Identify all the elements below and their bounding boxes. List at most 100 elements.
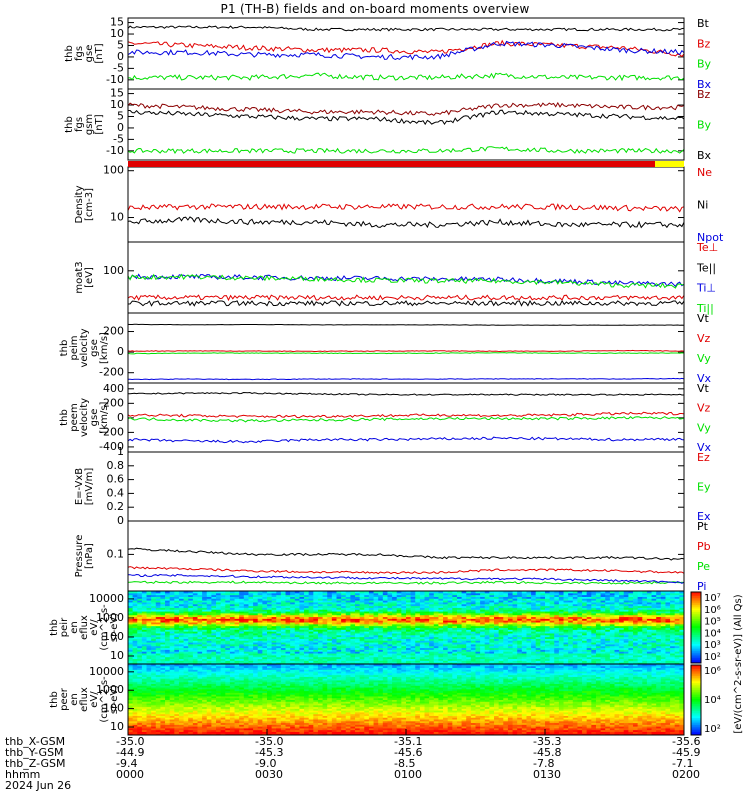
spectrogram-cell xyxy=(290,616,296,619)
spectrogram-cell xyxy=(549,612,555,616)
spectrogram-cell xyxy=(545,607,551,610)
spectrogram-cell xyxy=(341,649,347,652)
spectrogram-cell xyxy=(503,605,509,608)
spectrogram-cell xyxy=(401,647,407,650)
spectrogram-cell xyxy=(670,618,676,621)
spectrogram-cell xyxy=(378,607,384,610)
spectrogram-cell xyxy=(211,638,217,641)
spectrogram-cell xyxy=(572,607,578,610)
spectrogram-cell xyxy=(276,611,282,614)
spectrogram-cell xyxy=(243,640,249,643)
spectrogram-cell xyxy=(355,601,361,605)
spectrogram-cell xyxy=(192,605,198,608)
spectrogram-cell xyxy=(234,594,240,597)
spectrogram-cell xyxy=(345,642,351,645)
spectrogram-cell xyxy=(415,653,421,656)
spectrogram-cell xyxy=(160,620,166,623)
spectrogram-cell xyxy=(220,654,226,658)
spectrogram-cell xyxy=(364,591,370,594)
spectrogram-cell xyxy=(253,596,259,599)
spectrogram-cell xyxy=(461,598,467,601)
spectrogram-cell xyxy=(220,603,226,607)
spectrogram-cell xyxy=(540,607,546,610)
spectrogram-cell xyxy=(234,643,240,647)
spectrogram-cell xyxy=(341,618,347,621)
spectrogram-cell xyxy=(484,636,490,639)
spectrogram-cell xyxy=(498,596,504,599)
spectrogram-cell xyxy=(257,636,263,639)
spectrogram-cell xyxy=(276,636,282,639)
spectrogram-cell xyxy=(248,609,254,612)
spectrogram-cell xyxy=(600,616,606,619)
spectrogram-cell xyxy=(253,614,259,618)
spectrogram-cell xyxy=(545,654,551,658)
spectrogram-cell xyxy=(132,596,138,599)
spectrogram-cell xyxy=(470,640,476,643)
spectrogram-cell xyxy=(679,647,685,650)
spectrogram-cell xyxy=(484,656,490,660)
spectrogram-cell xyxy=(267,600,273,603)
spectrogram-cell xyxy=(568,662,574,665)
spectrogram-cell xyxy=(660,609,666,612)
spectrogram-cell xyxy=(202,623,208,627)
spectrogram-cell xyxy=(447,654,453,658)
spectrogram-cell xyxy=(188,632,194,636)
spectrogram-cell xyxy=(526,611,532,614)
spectrogram-cell xyxy=(248,651,254,654)
spectrogram-cell xyxy=(345,607,351,610)
spectrogram-cell xyxy=(202,636,208,639)
spectrogram-cell xyxy=(229,654,236,658)
spectrogram-cell xyxy=(605,649,611,652)
spectrogram-cell xyxy=(313,649,319,652)
spectrogram-cell xyxy=(526,653,532,656)
spectrogram-cell xyxy=(582,600,588,603)
spectrogram-cell xyxy=(364,601,370,605)
spectrogram-cell xyxy=(290,627,296,630)
spectrogram-cell xyxy=(211,612,217,616)
spectrogram-cell xyxy=(633,622,639,625)
spectrogram-cell xyxy=(401,658,407,661)
spectrogram-cell xyxy=(470,591,476,594)
spectrogram-cell xyxy=(656,623,662,627)
spectrogram-cell xyxy=(290,612,296,616)
spectrogram-cell xyxy=(336,627,342,630)
spectrogram-cell xyxy=(660,591,666,594)
spectrogram-cell xyxy=(424,596,430,599)
spectrogram-cell xyxy=(507,643,514,647)
spectrogram-cell xyxy=(128,623,134,627)
spectrogram-cell xyxy=(327,611,333,614)
spectrogram-cell xyxy=(364,642,370,645)
spectrogram-cell xyxy=(183,611,189,614)
spectrogram-cell xyxy=(299,607,305,610)
spectrogram-cell xyxy=(331,622,337,625)
spectrogram-cell xyxy=(424,598,430,601)
spectrogram-cell xyxy=(507,629,514,632)
spectrogram-cell xyxy=(271,636,277,639)
spectrogram-cell xyxy=(308,636,314,639)
spectrogram-cell xyxy=(220,611,226,614)
spectrogram-cell xyxy=(447,620,453,623)
spectrogram-cell xyxy=(535,607,541,610)
spectrogram-cell xyxy=(132,660,138,663)
spectrogram-cell xyxy=(178,636,185,639)
spectrogram-cell xyxy=(313,631,319,634)
spectrogram-cell xyxy=(475,629,481,632)
spectrogram-cell xyxy=(317,634,324,638)
spectrogram-cell xyxy=(401,638,407,641)
spectrogram-cell xyxy=(503,620,509,623)
spectrogram-cell xyxy=(424,653,430,656)
spectrogram-cell xyxy=(531,620,537,623)
spectrogram-cell xyxy=(243,596,249,599)
spectrogram-cell xyxy=(470,654,476,658)
spectrogram-cell xyxy=(452,632,458,636)
spectrogram-cell xyxy=(568,594,574,597)
spectrogram-cell xyxy=(656,649,662,652)
spectrogram-cell xyxy=(512,601,518,605)
spectrogram-cell xyxy=(355,645,361,649)
spectrogram-cell xyxy=(308,622,314,625)
spectrogram-cell xyxy=(234,596,240,599)
spectrogram-cell xyxy=(410,656,416,660)
spectrogram-cell xyxy=(558,603,565,607)
spectrogram-cell xyxy=(239,653,245,656)
spectrogram-cell xyxy=(248,649,254,652)
